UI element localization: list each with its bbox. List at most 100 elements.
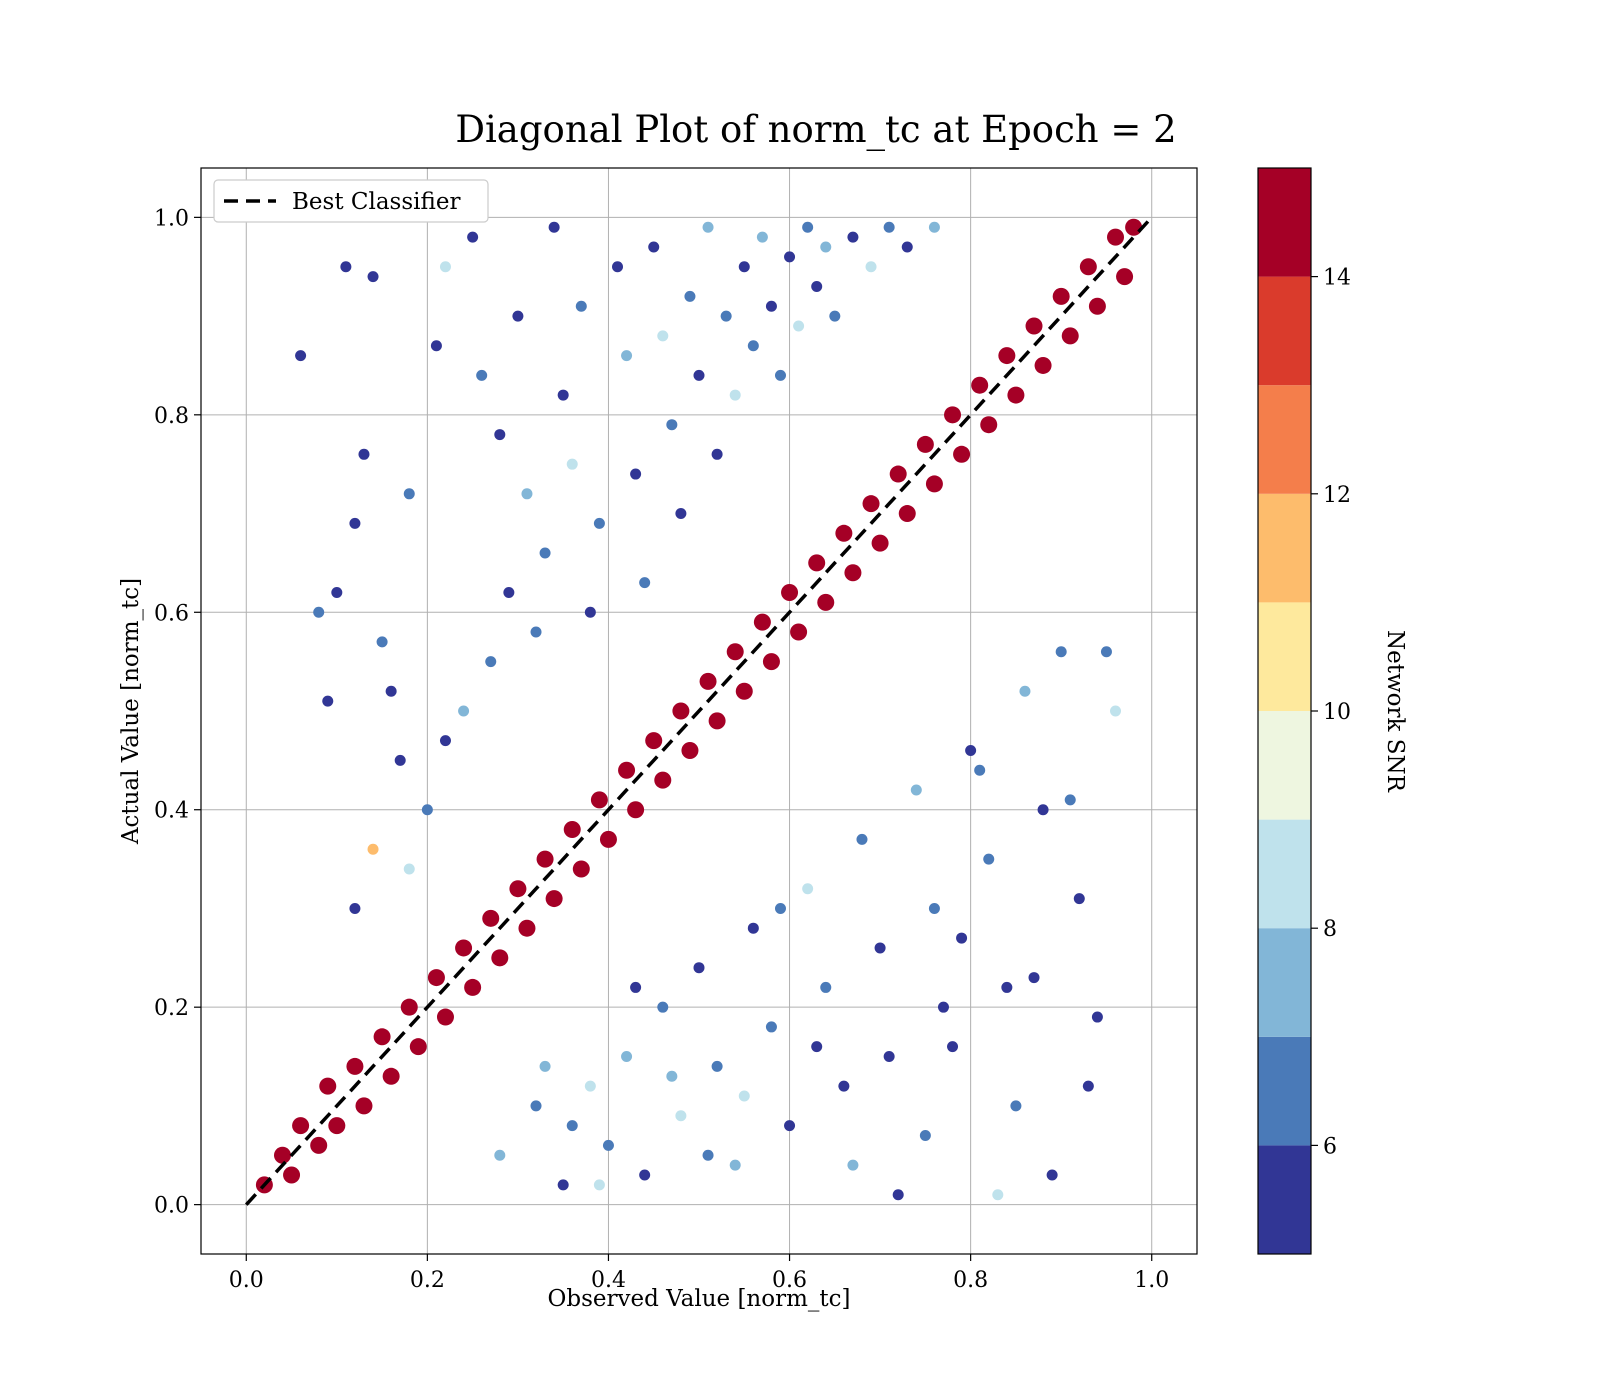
scatter-point-s1-34: [693, 369, 705, 381]
scatter-point-s1-17: [521, 488, 533, 500]
colorbar-band-4: [1258, 711, 1311, 820]
scatter-point-s2-36: [992, 1189, 1004, 1201]
scatter-point-s2-15: [802, 883, 814, 895]
scatter-point-s2-32: [1100, 646, 1112, 658]
scatter-point-s0-57: [1025, 317, 1043, 335]
scatter-point-s1-31: [666, 419, 678, 431]
scatter-point-s2-45: [666, 1070, 678, 1082]
colorbar-band-2: [1258, 928, 1311, 1037]
scatter-point-s0-32: [681, 741, 699, 759]
scatter-point-s1-55: [421, 804, 433, 816]
chart-title: Diagonal Plot of norm_tc at Epoch = 2: [455, 108, 1176, 152]
scatter-point-s2-27: [1019, 685, 1031, 697]
scatter-point-s2-46: [630, 981, 642, 993]
scatter-point-s2-25: [983, 853, 995, 865]
scatter-point-s0-1: [273, 1146, 291, 1164]
scatter-point-s1-5: [331, 587, 343, 599]
scatter-point-s1-60: [458, 705, 470, 717]
scatter-point-s1-11: [430, 340, 442, 352]
scatter-point-s0-11: [400, 998, 418, 1016]
colorbar-tick-label-2: 10: [1323, 700, 1351, 725]
scatter-point-s1-0: [295, 350, 307, 362]
scatter-point-s1-15: [494, 429, 506, 441]
legend-box: [213, 179, 489, 223]
scatter-point-s0-31: [672, 702, 690, 720]
scatter-point-s2-51: [1064, 794, 1076, 806]
scatter-point-s2-23: [947, 1041, 959, 1053]
y-tick-label-4: 0.8: [154, 404, 189, 429]
scatter-point-s1-40: [747, 340, 759, 352]
scatter-point-s0-21: [536, 850, 554, 868]
scatter-point-s2-53: [974, 764, 986, 776]
scatter-point-s2-6: [639, 1169, 651, 1181]
scatter-point-s1-57: [403, 863, 415, 875]
x-tick-label-3: 0.6: [772, 1268, 807, 1293]
scatter-point-s1-61: [530, 626, 542, 638]
scatter-point-s1-22: [575, 300, 587, 312]
legend: Best Classifier: [213, 179, 489, 223]
scatter-point-s0-36: [735, 682, 753, 700]
scatter-point-s2-4: [602, 1139, 614, 1151]
scatter-point-s0-9: [373, 1028, 391, 1046]
scatter-point-s1-14: [476, 369, 488, 381]
scatter-point-s1-39: [738, 261, 750, 273]
scatter-point-s2-7: [657, 1001, 669, 1013]
scatter-point-s2-33: [1110, 705, 1122, 717]
scatter-point-s1-23: [584, 606, 596, 618]
scatter-point-s1-49: [829, 310, 841, 322]
y-tick-label-3: 0.6: [154, 601, 189, 626]
scatter-point-s2-49: [539, 1060, 551, 1072]
scatter-point-s1-56: [439, 735, 451, 747]
scatter-point-s2-1: [530, 1100, 542, 1112]
scatter-point-s0-43: [835, 524, 853, 542]
scatter-point-s1-51: [865, 261, 877, 273]
scatter-point-s2-8: [675, 1110, 687, 1122]
scatter-point-s0-23: [563, 820, 581, 838]
scatter-point-s1-9: [385, 685, 397, 697]
scatter-point-s2-54: [937, 1001, 949, 1013]
scatter-point-s2-40: [847, 1159, 859, 1171]
y-tick-label-1: 0.2: [154, 996, 189, 1021]
scatter-point-s2-10: [711, 1060, 723, 1072]
scatter-point-s0-10: [382, 1067, 400, 1085]
scatter-point-s1-62: [394, 754, 406, 766]
scatter-point-s0-14: [436, 1008, 454, 1026]
scatter-point-s1-50: [847, 231, 859, 243]
scatter-point-s0-60: [1061, 327, 1079, 345]
scatter-point-s0-24: [572, 860, 590, 878]
scatter-point-s2-18: [856, 833, 868, 845]
scatter-point-s1-27: [630, 468, 642, 480]
y-axis-label: Actual Value [norm_tc]: [118, 578, 144, 845]
scatter-point-s0-35: [726, 643, 744, 661]
scatter-point-s1-13: [467, 231, 479, 243]
scatter-point-s1-16: [512, 310, 524, 322]
scatter-point-s0-17: [482, 909, 500, 927]
scatter-point-s1-64: [349, 902, 361, 914]
scatter-point-s0-34: [708, 712, 726, 730]
colorbar-band-3: [1258, 819, 1311, 929]
scatter-point-s2-41: [811, 1041, 823, 1053]
scatter-point-s1-58: [485, 656, 497, 668]
scatter-point-s2-21: [910, 784, 922, 796]
scatter-point-s2-22: [928, 902, 940, 914]
scatter-point-s0-3: [292, 1117, 310, 1135]
scatter-points: [255, 218, 1143, 1201]
scatter-point-s1-18: [539, 547, 551, 559]
scatter-point-s1-45: [793, 320, 805, 332]
scatter-point-s0-58: [1034, 356, 1052, 374]
scatter-point-s2-35: [1010, 1100, 1022, 1112]
scatter-point-s1-32: [675, 508, 687, 520]
colorbar: 6 8 10 12 14: [1258, 168, 1351, 1254]
colorbar-frame: [1257, 167, 1312, 1255]
scatter-point-s0-49: [916, 435, 934, 453]
scatter-point-s2-50: [1028, 972, 1040, 984]
scatter-point-s1-25: [612, 261, 624, 273]
scatter-point-s0-4: [310, 1136, 328, 1154]
colorbar-tick-label-4: 14: [1323, 266, 1351, 291]
scatter-point-s2-52: [1082, 1080, 1094, 1092]
scatter-point-s0-28: [627, 801, 645, 819]
y-tick-label-0: 0.0: [154, 1194, 189, 1219]
scatter-point-s0-26: [599, 830, 617, 848]
scatter-point-s1-41: [756, 231, 768, 243]
